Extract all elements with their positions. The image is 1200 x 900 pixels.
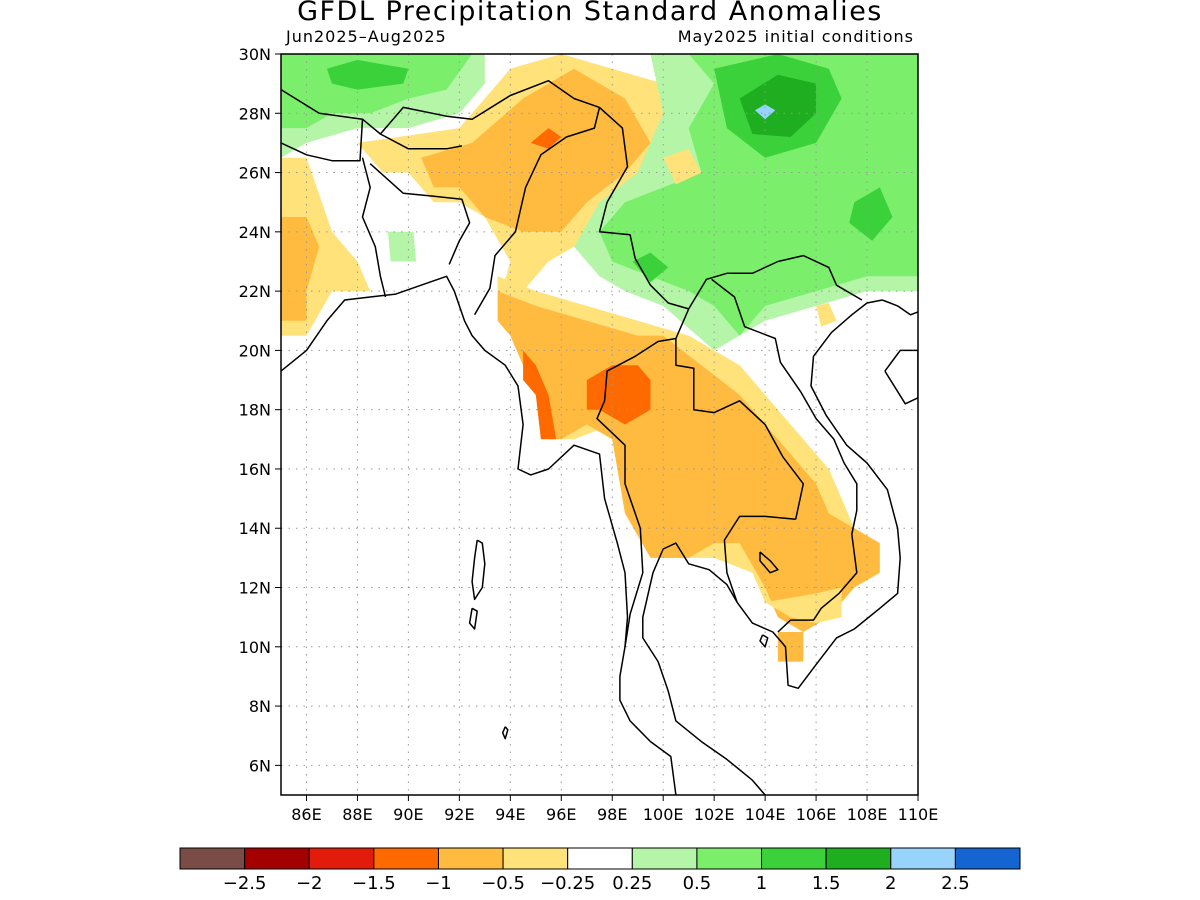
lat-tick-label: 26N — [239, 164, 271, 183]
lat-tick-label: 8N — [249, 697, 271, 716]
colorbar-label: 2.5 — [941, 873, 970, 894]
colorbar-label: −1 — [425, 873, 452, 894]
anomaly-region-neg0.5-northern-myanmar — [421, 68, 651, 232]
axis-ticks: 6N 8N 10N 12N 14N 16N 18N 20N 22N 24N 26N 28N 30N 86E… — [239, 45, 939, 824]
anomaly-region-neg0.25-hainan-gulf — [816, 303, 837, 327]
anomaly-region-pos0.5-south-china — [599, 54, 918, 336]
anomaly-region-neg0.25-mekong-delta — [765, 587, 842, 624]
anomaly-region-pos2-south-china-north — [754, 104, 776, 120]
lon-tick-label: 98E — [597, 805, 627, 824]
lon-tick-label: 86E — [291, 805, 321, 824]
colorbar-swatch — [890, 847, 956, 870]
anomaly-shading — [281, 54, 918, 662]
border-myanmar-thailand-laos — [596, 308, 690, 647]
coastline-hainan — [884, 349, 918, 405]
colorbar-swatch — [761, 847, 827, 870]
colorbar-swatch — [825, 847, 892, 870]
lat-tick-label: 22N — [239, 282, 271, 301]
border-thailand-laos — [675, 338, 805, 520]
colorbar-label: 1 — [756, 873, 767, 894]
initial-conditions-label: May2025 initial conditions — [677, 27, 914, 46]
border-india-bangladesh-west — [361, 157, 387, 298]
lon-tick-label: 96E — [546, 805, 576, 824]
colorbar-swatch — [631, 847, 698, 870]
lon-tick-label: 106E — [796, 805, 837, 824]
anomaly-region-pos1-yunnan — [632, 252, 669, 283]
lat-tick-label: 10N — [239, 638, 271, 657]
colorbar-label: 0.25 — [612, 873, 652, 894]
valid-period-label: Jun2025–Aug2025 — [286, 27, 447, 46]
border-india-myanmar — [473, 107, 601, 316]
colorbar-swatch — [437, 847, 504, 870]
lat-tick-label: 24N — [239, 223, 271, 242]
border-bangladesh-india-north — [369, 163, 471, 265]
colorbar-label: −2.5 — [223, 873, 267, 894]
border-bhutan-south — [380, 133, 463, 150]
coastline-mainland — [281, 275, 677, 795]
colorbar-label: 2 — [885, 873, 896, 894]
colorbar-swatch — [308, 847, 375, 870]
lat-lon-gridlines — [281, 54, 918, 795]
lon-tick-label: 102E — [694, 805, 735, 824]
anomaly-region-neg1-northern-myanmar — [530, 128, 562, 149]
coastline-china-south — [882, 299, 918, 316]
border-cambodia-thailand — [723, 515, 796, 603]
lon-tick-label: 88E — [342, 805, 372, 824]
colorbar-label: −0.5 — [481, 873, 525, 894]
anomaly-region-neg1-central-myanmar — [510, 335, 557, 440]
lake-tonle-sap — [759, 551, 779, 574]
anomaly-region-neg0.5-mekong-delta — [777, 632, 804, 662]
colorbar-swatch — [954, 847, 1021, 870]
lon-tick-label: 94E — [495, 805, 525, 824]
colorbar-swatch — [567, 847, 633, 870]
lat-tick-label: 16N — [239, 460, 271, 479]
border-laos-vietnam — [711, 278, 858, 511]
lat-tick-label: 18N — [239, 401, 271, 420]
island-andaman-north — [471, 539, 486, 601]
border-india-china-north — [281, 79, 600, 135]
plot-frame — [280, 53, 919, 796]
coastlines-and-borders — [281, 79, 918, 795]
border-nepal-india — [281, 119, 364, 162]
lon-tick-label: 110E — [898, 805, 939, 824]
colorbar-swatch — [244, 847, 310, 870]
island-nicobar — [501, 726, 509, 740]
anomaly-region-pos1.5-south-china-north — [739, 74, 817, 137]
colorbar-swatch — [373, 847, 439, 870]
anomaly-region-pos1-nepal-tibet — [326, 59, 409, 90]
island-phu-quoc — [759, 634, 769, 648]
colorbar-label: −2 — [296, 873, 323, 894]
lat-tick-label: 6N — [249, 756, 271, 775]
lon-tick-label: 92E — [444, 805, 474, 824]
island-andaman-south — [468, 607, 478, 630]
colorbar: −2.5 −2 −1.5 −1 −0.5 −0.25 0.25 0.5 1 1.5 2 2.5 — [179, 847, 1021, 894]
lat-tick-label: 28N — [239, 104, 271, 123]
lat-tick-label: 14N — [239, 519, 271, 538]
lon-tick-label: 90E — [393, 805, 423, 824]
colorbar-swatch — [179, 847, 246, 870]
anomaly-region-pos1-south-china-east — [849, 187, 893, 241]
lat-tick-label: 30N — [239, 45, 271, 64]
lon-tick-label: 100E — [643, 805, 684, 824]
anomaly-region-pos0.25-bangladesh-patch — [388, 231, 416, 262]
anomaly-region-neg0.5-western-bangladesh — [281, 217, 320, 321]
border-myanmar-china — [598, 106, 689, 310]
lon-tick-label: 104E — [745, 805, 786, 824]
colorbar-swatch — [502, 847, 569, 870]
anomaly-region-neg0.25-yunnan-patch — [663, 148, 702, 185]
lat-tick-label: 12N — [239, 579, 271, 598]
lat-tick-label: 20N — [239, 341, 271, 360]
border-laos-china-vietnam — [688, 254, 863, 310]
map-title: GFDL Precipitation Standard Anomalies — [297, 0, 883, 27]
colorbar-swatch — [696, 847, 763, 870]
lon-tick-label: 108E — [847, 805, 888, 824]
colorbar-label: −0.25 — [540, 873, 595, 894]
colorbar-label: −1.5 — [352, 873, 396, 894]
border-cambodia-vietnam — [777, 510, 858, 633]
colorbar-label: 0.5 — [683, 873, 712, 894]
coastline-gulf-of-thailand — [642, 299, 901, 795]
colorbar-label: 1.5 — [812, 873, 841, 894]
